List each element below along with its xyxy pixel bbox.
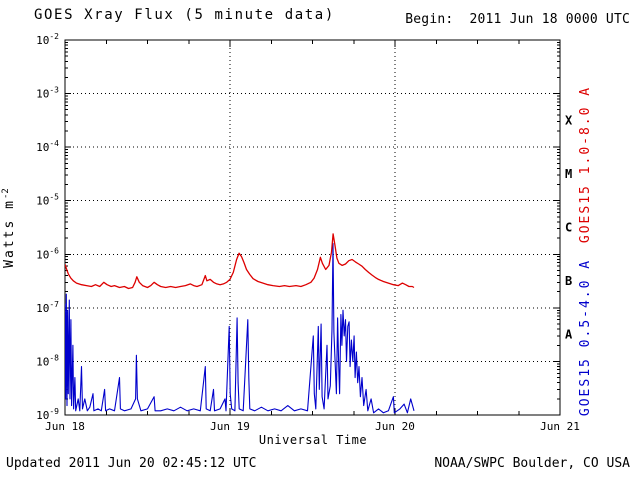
- y-tick-label: 10-6: [36, 246, 59, 261]
- grid-lines: [65, 40, 560, 415]
- series-long-wavelength: [65, 233, 415, 290]
- axis-ticks: [64, 39, 561, 416]
- x-tick-label: Jun 18: [45, 420, 85, 433]
- y-tick-label: 10-8: [36, 353, 59, 368]
- chart-title: GOES Xray Flux (5 minute data): [34, 7, 335, 23]
- y-tick-label: 10-7: [36, 300, 59, 315]
- x-tick-label: Jun 19: [210, 420, 250, 433]
- flare-class-letter: A: [565, 328, 573, 342]
- flare-class-letter: C: [565, 221, 572, 235]
- flare-class-labels: X M C B A: [565, 113, 573, 341]
- plot-border: [64, 39, 561, 416]
- flare-class-letter: B: [565, 274, 572, 288]
- begin-timestamp: Begin: 2011 Jun 18 0000 UTC: [405, 12, 630, 27]
- series-label-short: GOES15 0.5-4.0 A: [578, 258, 594, 417]
- y-axis-label-base: Watts m: [1, 199, 17, 268]
- y-axis-label-exponent: -2: [0, 188, 11, 200]
- series-short-wavelength: [65, 242, 415, 414]
- y-tick-label: 10-4: [36, 139, 59, 154]
- updated-timestamp: Updated 2011 Jun 20 02:45:12 UTC: [6, 456, 257, 471]
- flare-class-letter: X: [565, 113, 573, 127]
- x-tick-label: Jun 21: [540, 420, 580, 433]
- x-tick-label: Jun 20: [375, 420, 415, 433]
- credit-text: NOAA/SWPC Boulder, CO USA: [434, 456, 630, 471]
- y-tick-label: 10-5: [36, 193, 59, 208]
- series-label-long: GOES15 1.0-8.0 A: [578, 85, 594, 244]
- flare-class-letter: M: [565, 167, 572, 181]
- y-tick-label: 10-3: [36, 86, 59, 101]
- y-axis-label: Watts m-2: [1, 188, 17, 268]
- y-tick-label: 10-2: [36, 32, 59, 47]
- x-axis-label: Universal Time: [258, 433, 368, 447]
